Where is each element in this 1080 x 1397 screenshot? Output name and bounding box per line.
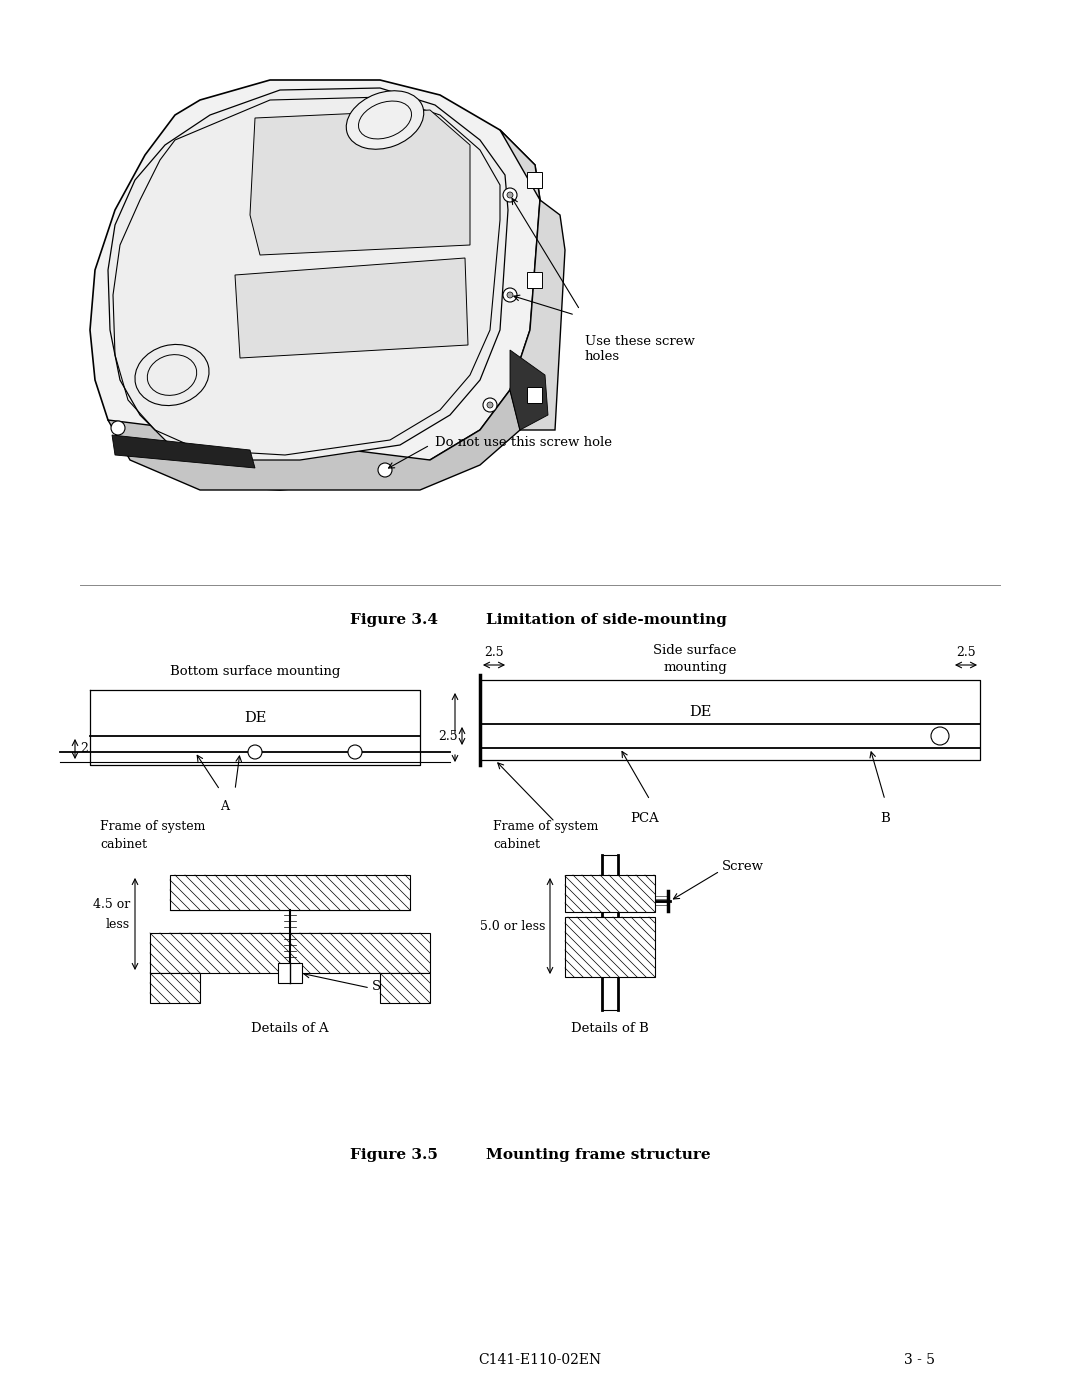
Circle shape — [931, 726, 949, 745]
Bar — [565, 916, 654, 977]
Ellipse shape — [359, 101, 411, 138]
Text: less: less — [106, 918, 130, 932]
Polygon shape — [90, 80, 540, 490]
Text: mounting: mounting — [663, 661, 727, 673]
Text: PCA: PCA — [631, 812, 660, 826]
Ellipse shape — [147, 355, 197, 395]
Circle shape — [503, 288, 517, 302]
Bar — [565, 875, 654, 912]
Circle shape — [248, 745, 262, 759]
Text: B: B — [880, 812, 890, 826]
Text: Details of A: Details of A — [252, 1021, 328, 1035]
Text: 2.5: 2.5 — [956, 645, 976, 658]
Polygon shape — [500, 130, 565, 430]
Bar — [278, 963, 302, 983]
Circle shape — [111, 420, 125, 434]
Polygon shape — [112, 434, 255, 468]
Polygon shape — [235, 258, 468, 358]
Circle shape — [503, 189, 517, 203]
Text: Frame of system: Frame of system — [492, 820, 598, 833]
Ellipse shape — [135, 345, 210, 405]
Text: cabinet: cabinet — [100, 838, 147, 851]
Text: Screw: Screw — [723, 859, 764, 873]
Text: Bottom surface mounting: Bottom surface mounting — [170, 665, 340, 679]
Text: Frame of system: Frame of system — [100, 820, 205, 833]
Text: 5.0 or less: 5.0 or less — [480, 919, 545, 933]
Polygon shape — [108, 390, 519, 490]
Text: DE: DE — [689, 705, 712, 719]
Text: Mounting frame structure: Mounting frame structure — [465, 1148, 711, 1162]
Bar — [150, 933, 430, 972]
Bar — [170, 875, 410, 909]
Circle shape — [483, 398, 497, 412]
Text: Do not use this screw hole: Do not use this screw hole — [435, 436, 612, 448]
Polygon shape — [108, 88, 508, 460]
Text: C141-E110-02EN: C141-E110-02EN — [478, 1354, 602, 1368]
Bar — [527, 387, 542, 402]
Text: cabinet: cabinet — [492, 838, 540, 851]
Text: Figure 3.4: Figure 3.4 — [350, 613, 438, 627]
Circle shape — [348, 745, 362, 759]
Polygon shape — [249, 110, 470, 256]
Text: 4.5 or: 4.5 or — [93, 898, 130, 911]
Circle shape — [507, 191, 513, 198]
Text: 2.5: 2.5 — [484, 645, 503, 658]
Text: Limitation of side-mounting: Limitation of side-mounting — [465, 613, 727, 627]
Text: Figure 3.5: Figure 3.5 — [350, 1148, 437, 1162]
Circle shape — [507, 292, 513, 298]
Text: 2.5: 2.5 — [438, 729, 458, 742]
Text: Details of B: Details of B — [571, 1023, 649, 1035]
Bar — [527, 172, 542, 189]
Text: Side surface: Side surface — [653, 644, 737, 657]
Text: DE: DE — [244, 711, 266, 725]
Polygon shape — [510, 351, 548, 430]
Bar — [380, 972, 430, 1003]
Ellipse shape — [347, 91, 423, 149]
Bar — [150, 972, 200, 1003]
Text: Use these screw
holes: Use these screw holes — [585, 335, 694, 363]
Circle shape — [378, 462, 392, 476]
Text: A: A — [220, 800, 229, 813]
Text: 2: 2 — [80, 742, 87, 756]
Bar — [527, 272, 542, 288]
Circle shape — [487, 402, 492, 408]
Text: 3 - 5: 3 - 5 — [905, 1354, 935, 1368]
Text: Screw: Screw — [372, 979, 414, 992]
